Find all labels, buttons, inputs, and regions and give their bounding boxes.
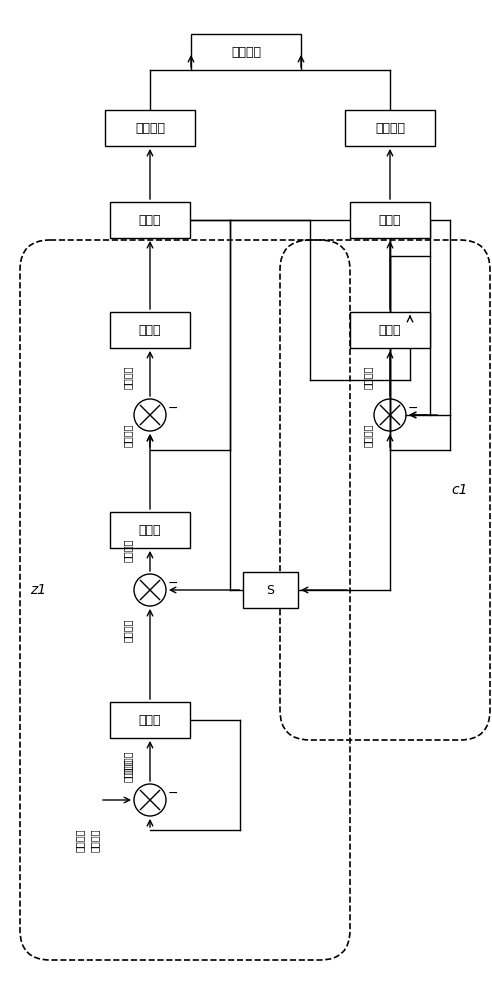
Text: 速度环: 速度环 — [139, 524, 161, 536]
Text: 传动机构: 传动机构 — [135, 121, 165, 134]
Text: 电流反馈: 电流反馈 — [363, 365, 373, 389]
Text: −: − — [168, 576, 179, 589]
Text: 传动机构: 传动机构 — [375, 121, 405, 134]
Bar — [350, 312, 430, 348]
Text: c1: c1 — [452, 483, 468, 497]
Text: 位置给定: 位置给定 — [90, 828, 100, 852]
Bar — [110, 312, 190, 348]
Text: 电流反馈: 电流反馈 — [123, 365, 133, 389]
Text: 位置给定: 位置给定 — [75, 828, 85, 852]
Bar — [110, 512, 190, 548]
Text: 位置环: 位置环 — [139, 714, 161, 726]
Bar — [345, 110, 435, 146]
Text: −: − — [168, 401, 179, 414]
Text: 电流反馈: 电流反馈 — [123, 423, 133, 447]
Text: 电流反馈: 电流反馈 — [363, 423, 373, 447]
Text: S: S — [266, 584, 274, 596]
Text: 从电机: 从电机 — [379, 214, 401, 227]
Text: 位置反馈: 位置反馈 — [123, 758, 133, 782]
Bar — [110, 702, 190, 738]
Text: 电流环: 电流环 — [139, 324, 161, 336]
Text: 被控对象: 被控对象 — [231, 45, 261, 58]
Text: −: − — [408, 401, 419, 414]
Bar — [191, 34, 301, 70]
Text: −: − — [168, 786, 179, 800]
Bar — [105, 110, 195, 146]
Text: 主电机: 主电机 — [139, 214, 161, 227]
Text: 速度反馈: 速度反馈 — [123, 618, 133, 642]
Text: z1: z1 — [30, 583, 46, 597]
Bar — [110, 202, 190, 238]
Bar — [243, 572, 298, 608]
Text: 电流环: 电流环 — [379, 324, 401, 336]
Text: 位置反馈: 位置反馈 — [123, 750, 133, 774]
Text: 速度反馈: 速度反馈 — [123, 538, 133, 562]
Bar — [350, 202, 430, 238]
